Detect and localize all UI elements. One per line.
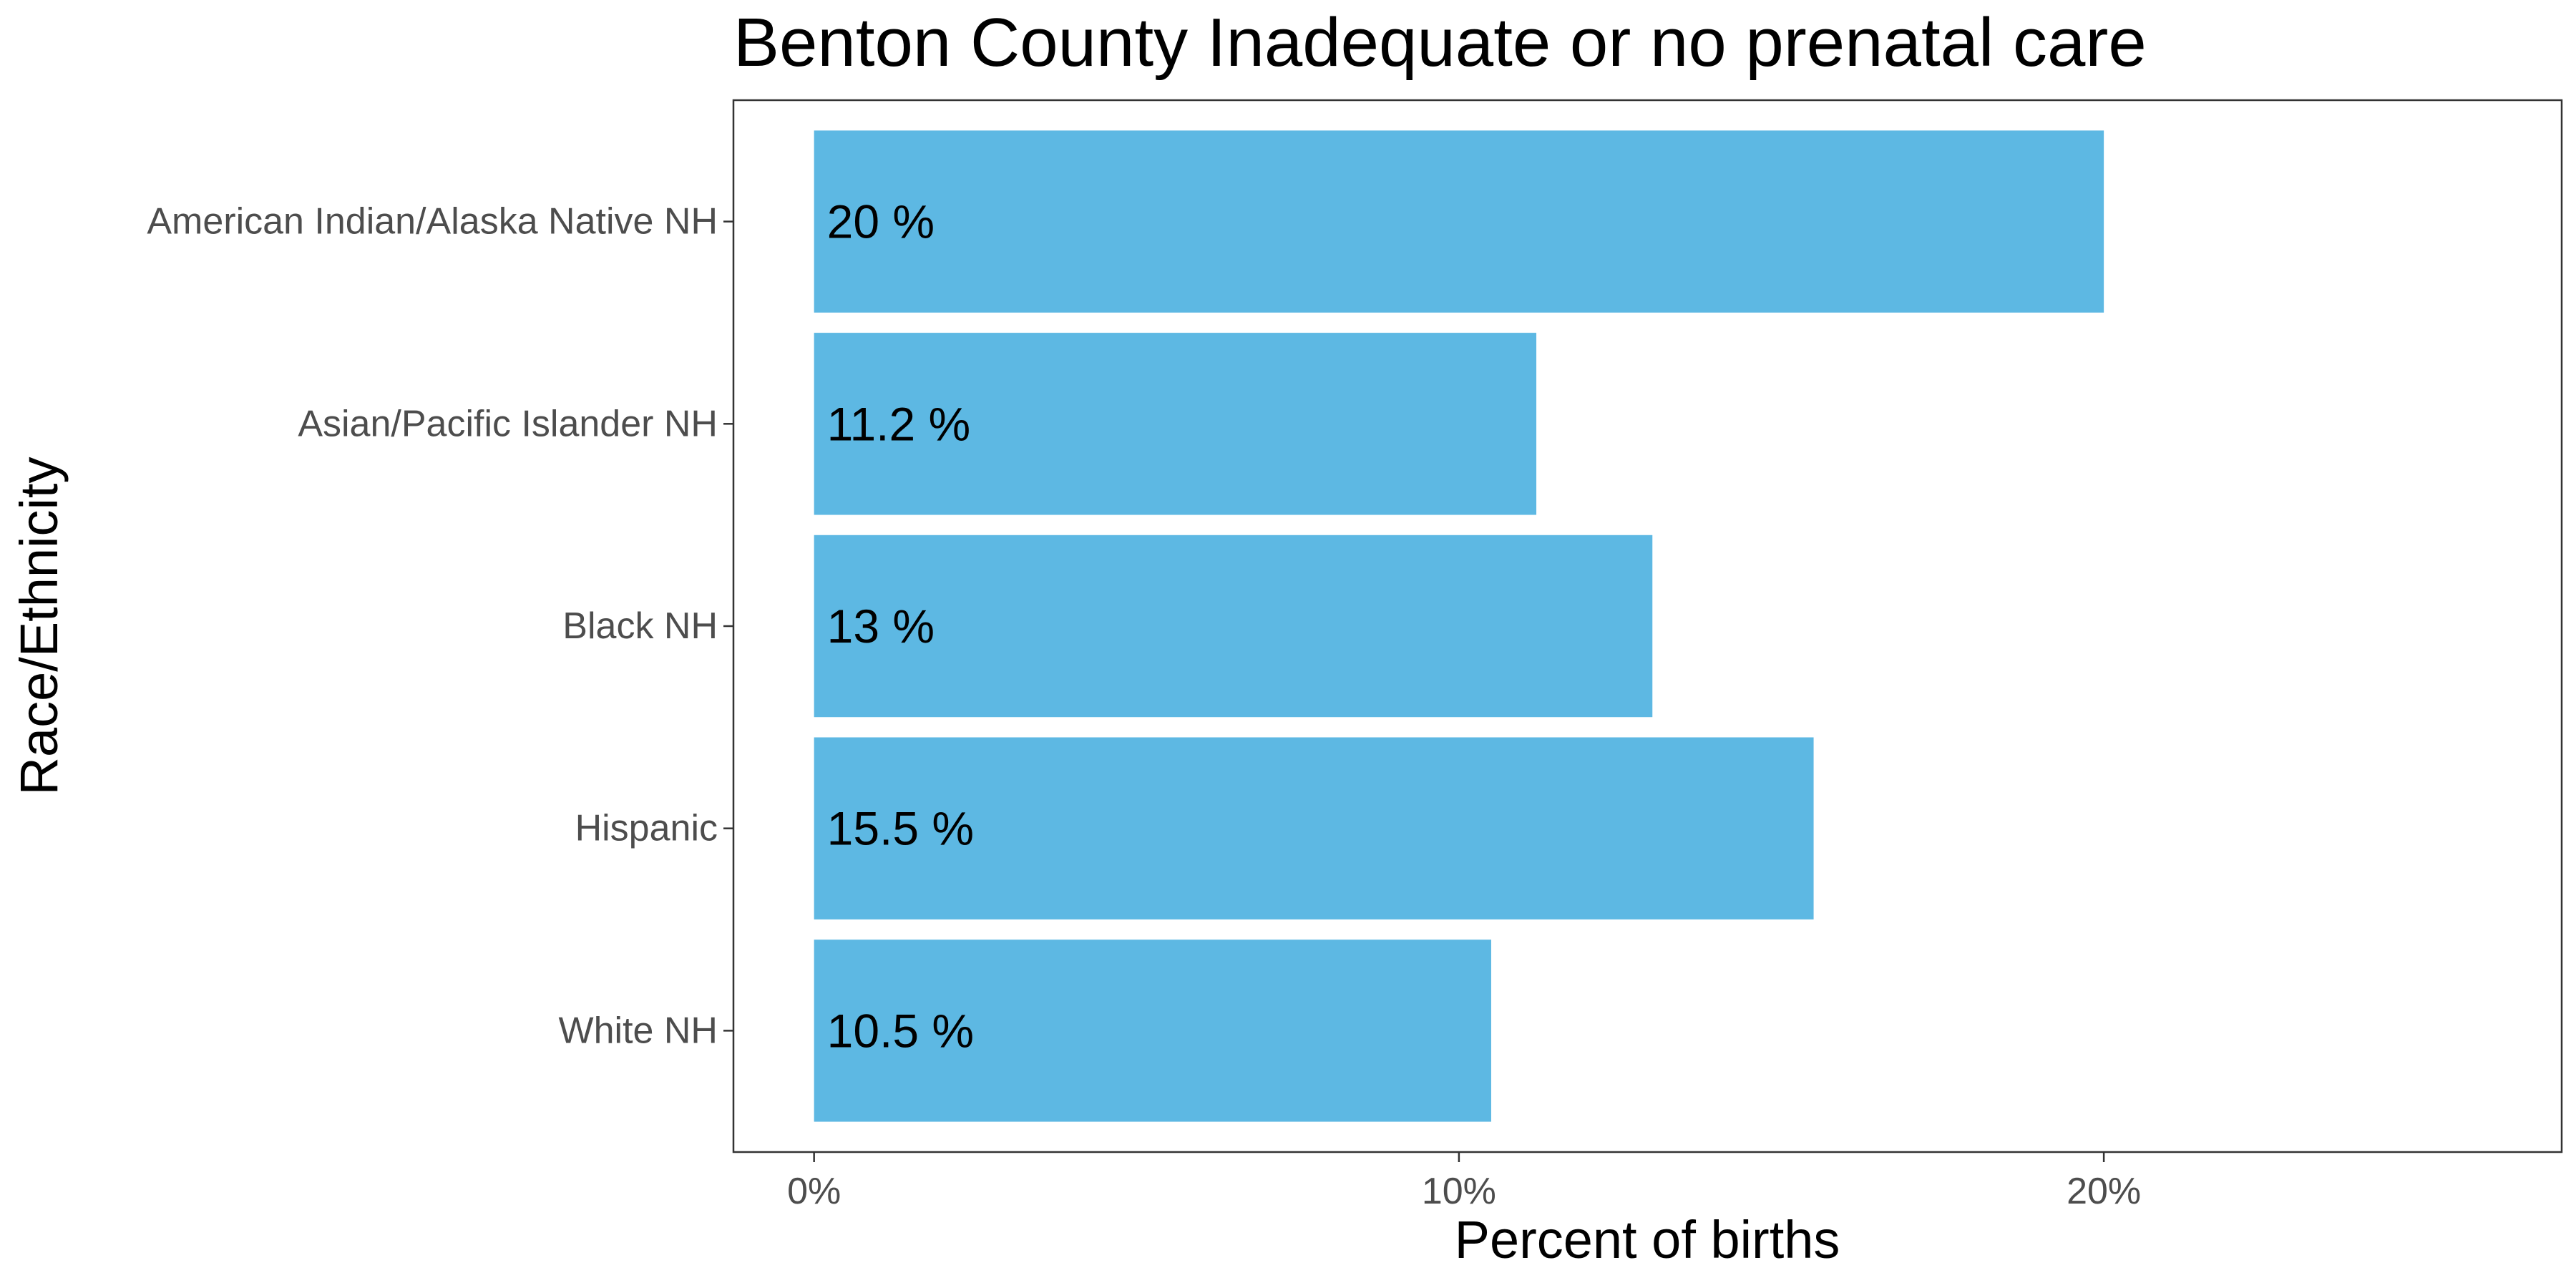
bar bbox=[814, 940, 1491, 1122]
data-label-group: 20 % 11.2 % 13 % 15.5 % 10.5 % bbox=[827, 195, 974, 1058]
data-label: 10.5 % bbox=[827, 1004, 974, 1057]
y-tick-label: Black NH bbox=[562, 605, 718, 647]
bar bbox=[814, 130, 2104, 313]
y-tick-label: American Indian/Alaska Native NH bbox=[147, 201, 718, 243]
x-tick-label: 0% bbox=[787, 1171, 841, 1212]
y-axis-title: Race/Ethnicity bbox=[9, 457, 69, 796]
bar bbox=[814, 737, 1814, 919]
y-tick-label: Hispanic bbox=[575, 808, 718, 849]
y-axis: American Indian/Alaska Native NH Asian/Pa… bbox=[147, 201, 733, 1051]
bar bbox=[814, 333, 1537, 515]
x-axis: 0% 10% 20% bbox=[787, 1152, 2141, 1212]
y-tick-label: Asian/Pacific Islander NH bbox=[298, 403, 718, 444]
data-label: 11.2 % bbox=[827, 397, 971, 450]
bar bbox=[814, 535, 1653, 718]
chart-title: Benton County Inadequate or no prenatal … bbox=[733, 4, 2147, 81]
data-label: 13 % bbox=[827, 600, 935, 653]
x-tick-label: 20% bbox=[2067, 1171, 2141, 1212]
data-label: 20 % bbox=[827, 195, 935, 248]
x-tick-label: 10% bbox=[1422, 1171, 1496, 1212]
bar-group bbox=[814, 130, 2104, 1122]
x-axis-title: Percent of births bbox=[1455, 1210, 1840, 1269]
y-tick-label: White NH bbox=[559, 1010, 718, 1051]
data-label: 15.5 % bbox=[827, 802, 974, 855]
